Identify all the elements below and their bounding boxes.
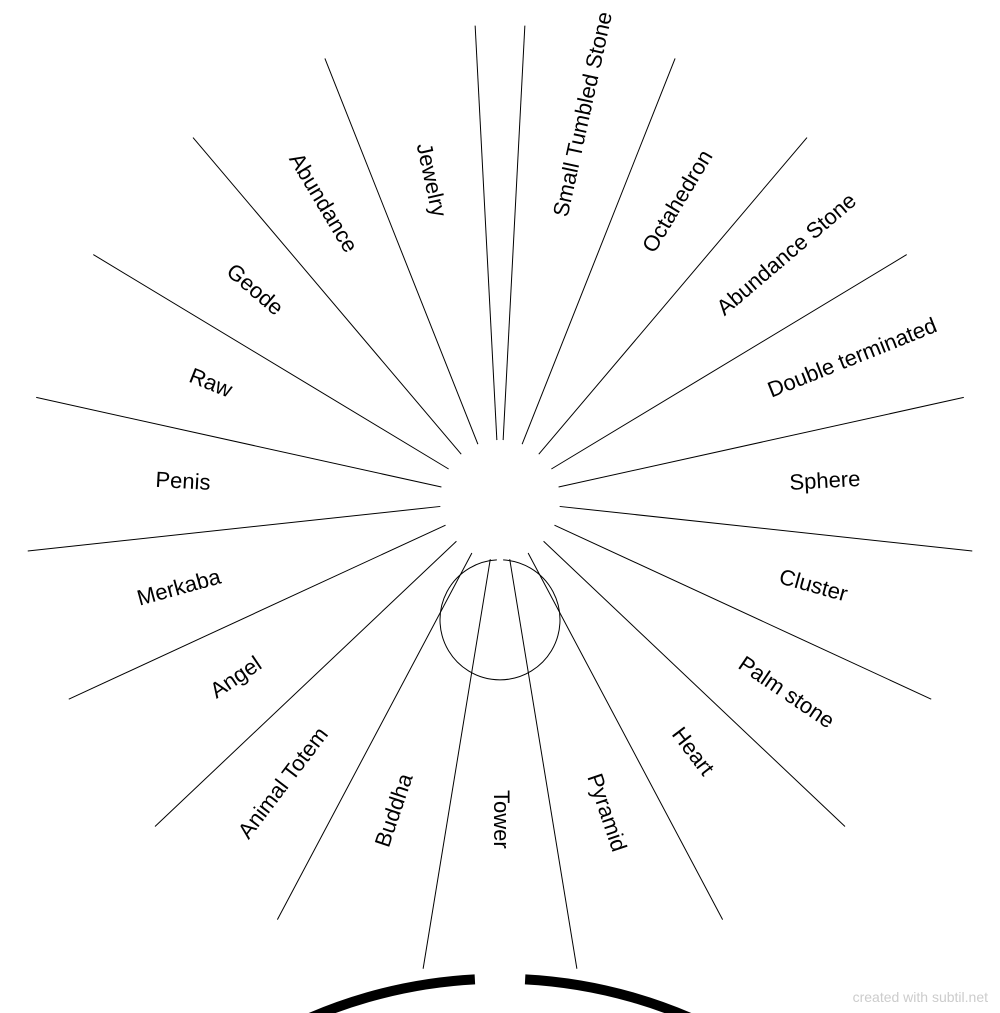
segment-label: Palm stone xyxy=(734,651,839,733)
segment-label: Merkaba xyxy=(134,563,224,610)
segment-label: Octahedron xyxy=(637,145,718,256)
outer-arc xyxy=(20,979,980,1013)
segment-label: Cluster xyxy=(777,564,851,607)
divider-line xyxy=(36,397,441,487)
segment-label: Double terminated xyxy=(764,312,940,402)
divider-line xyxy=(559,397,964,487)
divider-line xyxy=(560,506,973,551)
segment-label: Abundance Stone xyxy=(712,188,861,320)
chart-container: Jewelry AbundanceGeode Raw Penis Merkaba Ange… xyxy=(0,0,1000,1013)
divider-line xyxy=(423,559,490,969)
segment-label: Geode xyxy=(222,258,289,320)
credit-text: created with subtil.net xyxy=(853,989,988,1005)
divider-line xyxy=(28,506,441,551)
segment-label: Heart xyxy=(667,722,719,780)
segment-label: Penis xyxy=(155,467,211,495)
divider-line xyxy=(475,26,497,440)
segment-label: Angel xyxy=(205,651,266,703)
segment-label: Pyramid xyxy=(582,770,631,854)
segment-label: Raw xyxy=(186,363,236,403)
divider-line xyxy=(510,559,577,969)
segment-label: Sphere xyxy=(789,466,861,495)
inner-arc xyxy=(440,560,560,680)
divider-line xyxy=(503,26,525,440)
segment-label: Buddha xyxy=(370,770,418,851)
segment-label: Jewelry xyxy=(412,141,452,219)
segment-label: Small Tumbled Stone xyxy=(548,9,617,219)
segment-label: Animal Totem xyxy=(233,722,333,843)
segment-label: Tower xyxy=(489,790,514,849)
segment-label: Abundance xyxy=(284,149,363,257)
radial-chart: Jewelry AbundanceGeode Raw Penis Merkaba Ange… xyxy=(0,0,1000,1013)
